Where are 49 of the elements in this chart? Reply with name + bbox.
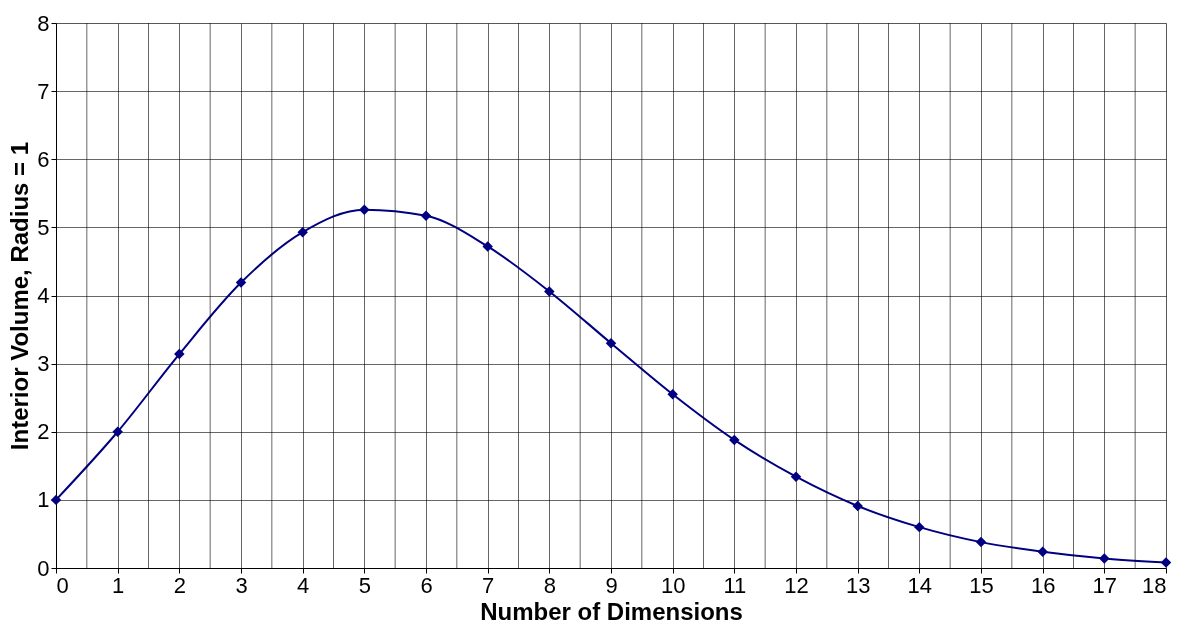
point [359,204,370,215]
x-tick-label: 2 [173,572,186,598]
x-tick-label: 16 [1030,572,1056,598]
point [1099,553,1110,564]
point [790,471,802,482]
point [852,500,863,512]
y-tick-label: 3 [37,351,50,377]
y-tick-label: 1 [37,487,50,513]
point [605,337,617,349]
point [667,389,678,400]
point [975,536,987,548]
x-tick-label: 10 [660,572,686,598]
x-tick-label: 3 [235,572,248,598]
point [544,286,555,297]
x-tick-label: 11 [723,572,747,598]
x-tick-label: 5 [358,572,371,598]
x-tick-label: 0 [56,572,69,598]
point [50,494,62,506]
x-tick-label: 1 [112,572,125,598]
x-tick-label: 17 [1092,572,1118,598]
x-tick-label: 7 [482,572,495,598]
point [112,426,123,437]
point [914,521,925,533]
point [729,434,740,446]
x-tick-label: 14 [907,572,933,598]
point [235,277,247,288]
x-tick-label: 18 [1142,572,1167,598]
x-tick-label: 6 [420,572,433,598]
point [1160,557,1172,568]
point [1037,546,1048,557]
x-tick-label: 4 [297,572,310,598]
point [482,241,493,252]
x-tick-label: 12 [784,572,809,598]
y-tick-label: 7 [37,78,50,104]
point [297,226,308,238]
x-tick-label: 13 [845,572,871,598]
x-tick-label: 15 [969,572,994,598]
y-tick-label: 4 [37,283,50,308]
x-tick-label: 8 [543,572,556,598]
x-axis-title: Number of Dimensions [480,597,743,625]
y-axis-title: Interior Volume, Radius = 1 [6,141,34,451]
y-tick-label: 8 [37,10,50,36]
point [174,348,185,360]
x-tick-label: 9 [605,572,618,598]
y-tick-label: 6 [37,146,50,172]
y-tick-label: 5 [37,214,50,240]
y-tick-label: 2 [37,419,50,445]
y-tick-label: 0 [37,555,50,581]
point [420,210,432,222]
